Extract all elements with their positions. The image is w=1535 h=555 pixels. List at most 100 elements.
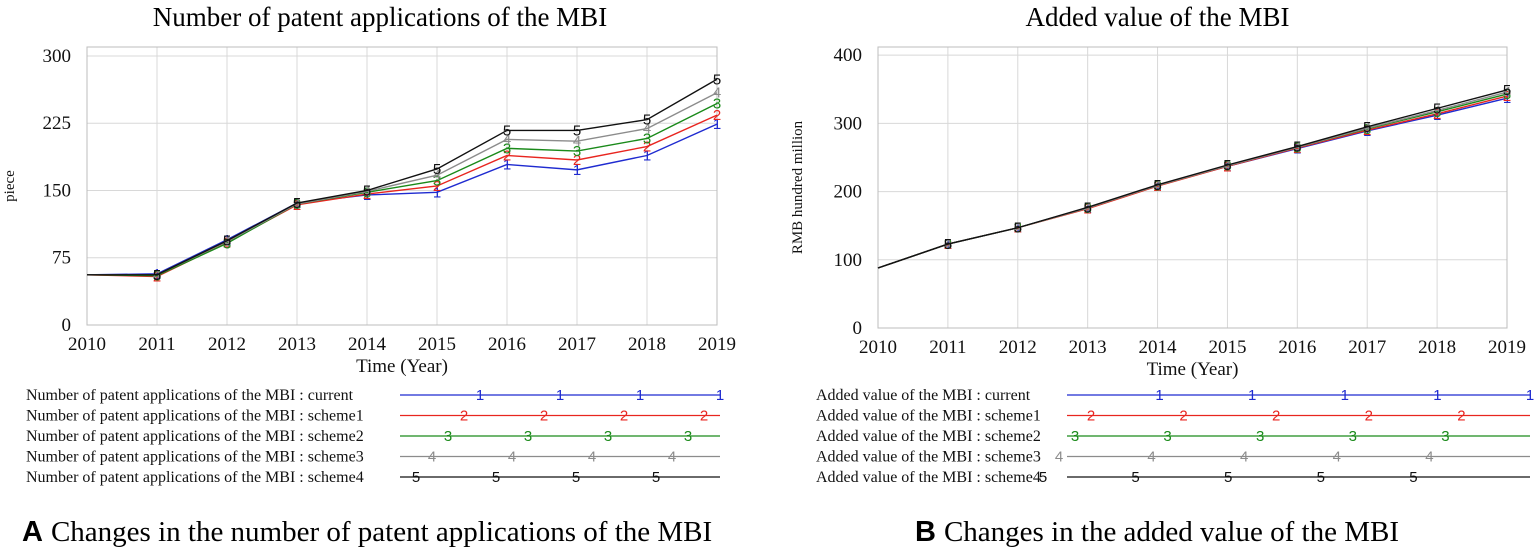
legend-marker: 2 [1087,408,1095,425]
series-line-2 [86,114,718,278]
legend-marker: 3 [1349,428,1357,445]
legend-marker: 1 [1341,387,1349,404]
series-line-5 [877,89,1508,269]
legend-label: Number of patent applications of the MBI… [26,387,354,404]
legend-marker: 2 [700,408,708,425]
legend-marker: 5 [492,469,500,486]
x-axis-label: Time (Year) [1147,359,1239,380]
data-point-marker: 3 [643,130,651,147]
data-point-marker: 1 [1433,107,1441,124]
legend-marker: 1 [716,387,724,404]
y-tick-label: 400 [834,45,863,66]
legend-marker: 5 [412,469,420,486]
data-point-marker: 1 [713,116,721,133]
x-tick-label: 2011 [138,334,175,355]
legend-marker: 4 [508,449,516,466]
legend-label: Number of patent applications of the MBI… [26,408,364,425]
x-tick-label: 2019 [698,334,736,355]
y-tick-label: 300 [834,113,863,134]
legend-marker: 4 [668,449,676,466]
legend-marker: 4 [588,449,596,466]
legend-marker: 3 [1441,428,1449,445]
data-point-marker: 2 [1153,178,1161,195]
x-tick-label: 2018 [1418,337,1456,358]
y-tick-label: 0 [62,315,72,336]
data-point-marker: 4 [1153,177,1161,194]
y-axis-label: piece [2,170,18,202]
x-tick-label: 2015 [1208,337,1246,358]
data-point-marker: 4 [1503,84,1511,101]
legend-label: Added value of the MBI : scheme1 [816,408,1041,425]
data-point-marker: 3 [363,184,371,201]
data-point-marker: 1 [1503,90,1511,107]
legend-label: Number of patent applications of the MBI… [26,428,364,445]
chart-title-a: Number of patent applications of the MBI [152,2,608,32]
legend-marker: 2 [540,408,548,425]
grid-b [877,47,1508,329]
data-point-marker: 3 [223,235,231,252]
legend-marker: 5 [572,469,580,486]
caption-a-tag: A [22,516,43,548]
data-point-marker: 2 [1083,201,1091,218]
data-point-marker: 5 [223,233,231,250]
legend-marker: 1 [1248,387,1256,404]
legend-marker: 3 [604,428,612,445]
legend-b: Added value of the MBI : current 1 1 1 1 1 Add… [816,387,1534,486]
data-point-marker: 5 [153,267,161,284]
data-point-marker: 2 [153,269,161,286]
x-tick-label: 2017 [1348,337,1386,358]
y-axis-label: RMB hundred million [790,120,806,254]
x-tick-label: 2019 [1488,337,1526,358]
legend-marker: 2 [1457,408,1465,425]
legend-marker: 3 [1071,428,1079,445]
series-line-4 [87,92,718,276]
data-point-marker: 4 [223,234,231,251]
caption-b: B Changes in the added value of the MBI [915,516,1399,549]
legend-marker: 2 [620,408,628,425]
data-point-marker: 2 [643,139,651,156]
data-point-marker: 5 [1223,157,1231,174]
data-point-marker: 2 [1503,88,1511,105]
y-tick-label: 225 [43,113,72,134]
x-tick-label: 2012 [208,334,246,355]
legend-a: Number of patent applications of the MBI… [26,387,724,486]
legend-marker: 1 [1526,387,1534,404]
x-tick-label: 2013 [278,334,316,355]
data-point-marker: 5 [433,161,441,178]
data-point-marker: 1 [643,148,651,165]
data-point-marker: 2 [573,152,581,169]
data-point-marker: 3 [713,95,721,112]
legend-marker: 5 [652,469,660,486]
legend-marker: 3 [684,428,692,445]
data-point-marker: 2 [363,186,371,203]
data-point-marker: 1 [433,184,441,201]
x-tick-label: 2014 [348,334,387,355]
data-point-marker: 2 [1293,140,1301,157]
data-point-marker: 4 [363,183,371,200]
data-point-marker: 5 [1363,119,1371,136]
legend-marker: 4 [1055,449,1063,466]
legend-label: Added value of the MBI : current [816,387,1031,404]
legend-marker: 5 [1317,469,1325,486]
x-tick-label: 2016 [1278,337,1316,358]
series-line-5 [87,78,718,276]
legend-marker: 5 [1039,469,1047,486]
y-tick-label: 75 [52,248,71,269]
legend-marker: 1 [556,387,564,404]
data-point-marker: 3 [1433,104,1441,121]
data-point-marker: 5 [503,122,511,139]
legend-marker: 3 [444,428,452,445]
x-tick-label: 2011 [929,337,966,358]
legend-label: Added value of the MBI : scheme4 [816,469,1041,486]
data-point-marker: 4 [1083,200,1091,217]
data-point-marker: 4 [1433,102,1441,119]
legend-marker: 4 [428,449,436,466]
legend-marker: 5 [1131,469,1139,486]
data-point-marker: 4 [643,121,651,138]
data-point-marker: 5 [643,112,651,129]
y-tick-label: 300 [43,46,72,67]
legend-marker: 3 [1256,428,1264,445]
y-tick-label: 200 [834,182,863,203]
x-tick-label: 2014 [1139,337,1178,358]
legend-marker: 3 [524,428,532,445]
